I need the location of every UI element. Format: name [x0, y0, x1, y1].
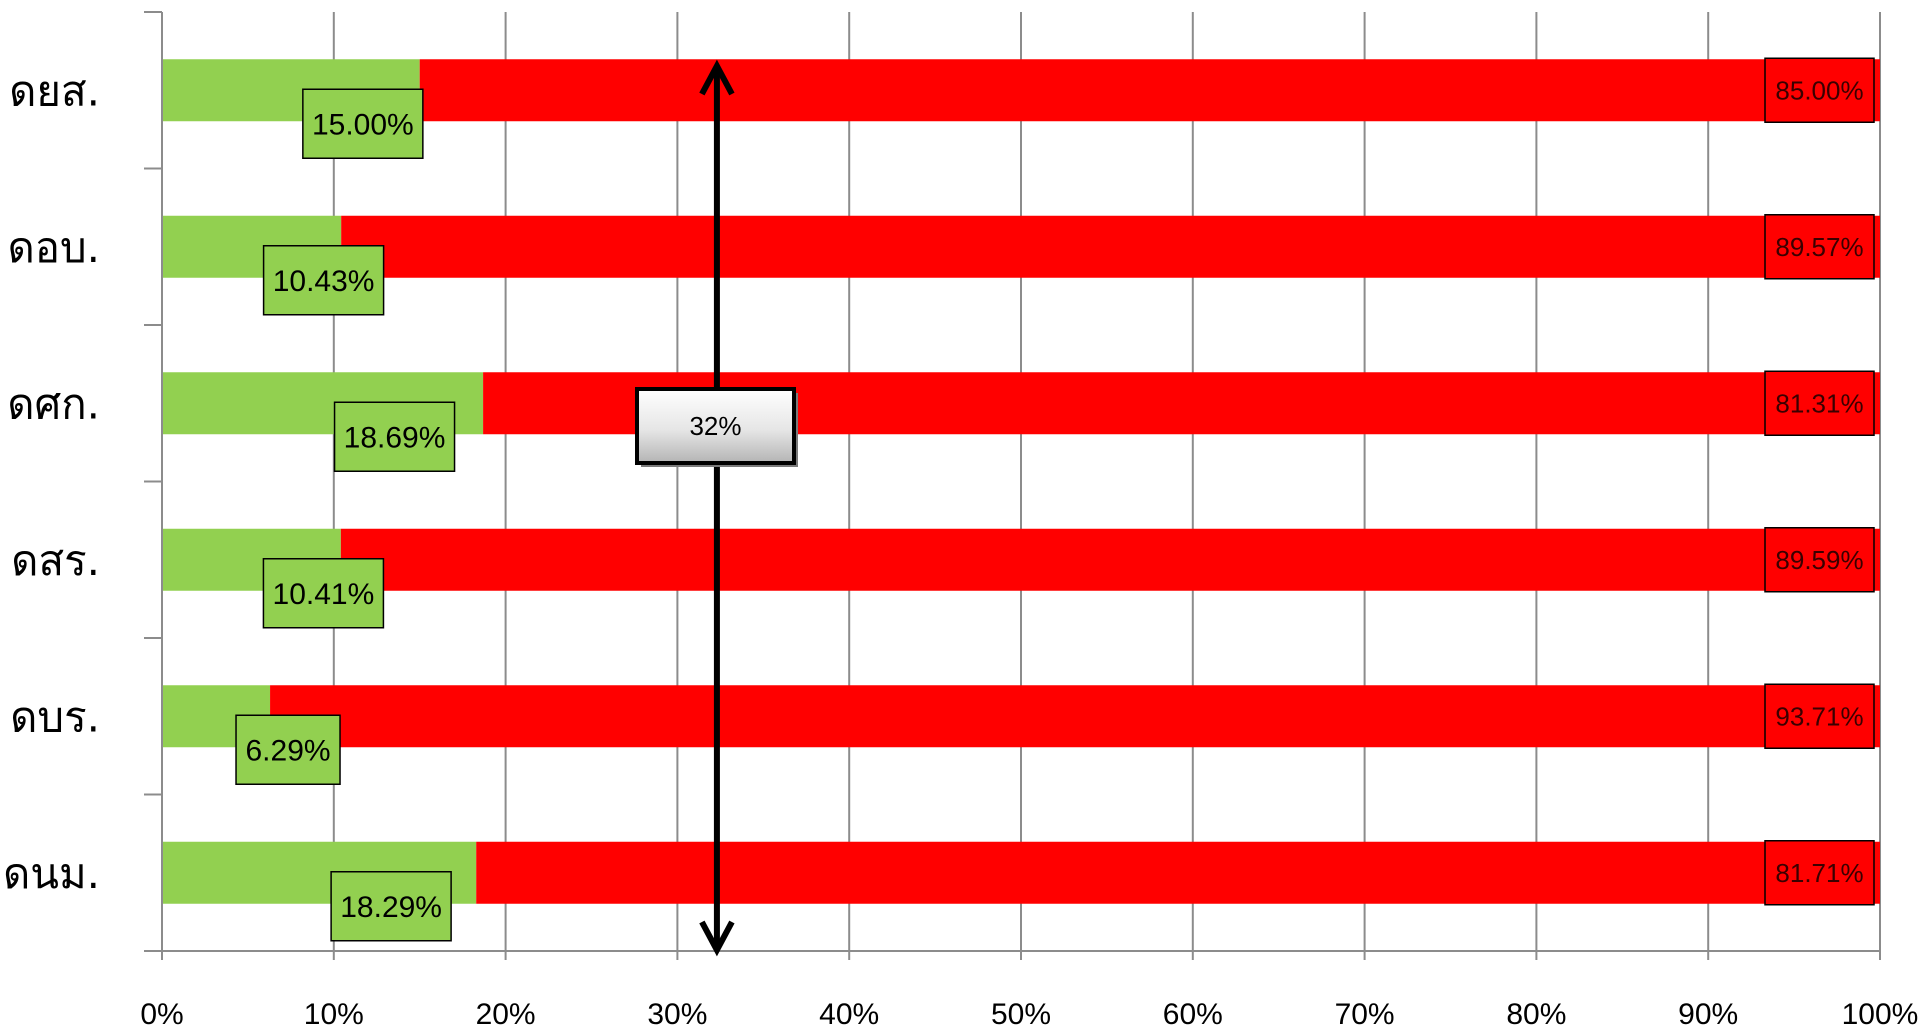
- x-tick-label: 70%: [1335, 998, 1395, 1030]
- annotation: 32%: [635, 59, 798, 957]
- red-label-box: [1764, 683, 1875, 749]
- axes: 0% 10% 20% 30% 40% 50% 60% 70% 80% 90% 100% ดยส. ดอบ…: [3, 11, 1919, 1030]
- x-tick-label: 80%: [1506, 998, 1566, 1030]
- red-label-box: [1764, 57, 1875, 123]
- red-label-box: [1764, 214, 1875, 280]
- green-value-label: 15.00%: [312, 108, 414, 141]
- green-label-box: [262, 558, 385, 629]
- green-label-box: [333, 401, 456, 472]
- category-label: ดนม.: [3, 849, 100, 898]
- annotation-arrowhead-bottom: [699, 920, 735, 957]
- green-label-box: [235, 714, 341, 785]
- x-tick-label: 0%: [140, 998, 183, 1030]
- red-value-label: 81.31%: [1775, 388, 1863, 418]
- green-value-label: 18.29%: [340, 891, 442, 924]
- green-label-box: [302, 88, 424, 159]
- green-value-label: 10.43%: [273, 265, 375, 298]
- red-label-box: [1764, 370, 1875, 436]
- bar-segment-red: [419, 59, 1881, 122]
- green-label-box: [330, 871, 452, 942]
- green-value-label: 6.29%: [245, 734, 330, 767]
- category-label: ดอบ.: [7, 223, 100, 272]
- category-label: ดศก.: [7, 379, 100, 428]
- red-label-box: [1764, 527, 1875, 593]
- x-tick-label: 60%: [1163, 998, 1223, 1030]
- annotation-arrowhead-top: [699, 59, 735, 96]
- red-value-label: 81.71%: [1775, 858, 1863, 888]
- red-value-label: 89.59%: [1775, 545, 1863, 575]
- x-tick-label: 30%: [647, 998, 707, 1030]
- x-tick-label: 20%: [476, 998, 536, 1030]
- x-tick-label: 100%: [1842, 998, 1919, 1030]
- bar-segment-red: [476, 841, 1881, 904]
- annotation-box: [635, 387, 796, 465]
- category-label: ดยส.: [9, 66, 100, 115]
- red-value-label: 93.71%: [1775, 701, 1863, 731]
- x-tick-label: 50%: [991, 998, 1051, 1030]
- x-tick-label: 40%: [819, 998, 879, 1030]
- gridlines: [332, 12, 1881, 951]
- green-label-box: [262, 245, 385, 316]
- bar-segment-red: [340, 528, 1881, 591]
- red-value-label: 89.57%: [1775, 232, 1863, 262]
- red-value-label: 85.00%: [1775, 75, 1863, 105]
- bar-segment-red: [341, 215, 1881, 278]
- green-value-label: 10.41%: [273, 578, 375, 611]
- x-tick-label: 90%: [1678, 998, 1738, 1030]
- bar-segment-red: [270, 685, 1880, 748]
- red-label-box: [1764, 840, 1875, 906]
- green-value-label: 18.69%: [344, 421, 446, 454]
- category-label: ดบร.: [10, 692, 100, 741]
- annotation-label: 32%: [689, 411, 741, 441]
- category-label: ดสร.: [11, 536, 100, 585]
- x-tick-label: 10%: [304, 998, 364, 1030]
- data-labels: 15.00% 85.00% 10.43% 89.57% 18.69% 81.31% 10.4…: [235, 57, 1875, 942]
